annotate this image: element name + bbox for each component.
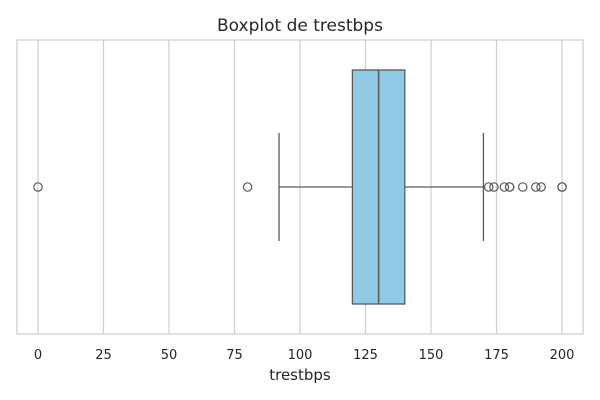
chart-title: Boxplot de trestbps — [217, 16, 383, 36]
x-axis-label: trestbps — [269, 366, 331, 384]
x-tick-label: 25 — [95, 348, 112, 363]
x-tick-label: 125 — [353, 348, 378, 363]
outlier-point — [536, 182, 546, 192]
plot-frame — [16, 39, 584, 335]
x-tick-label: 200 — [550, 348, 575, 363]
outlier-point — [489, 182, 499, 192]
outlier-point — [517, 182, 528, 192]
outlier-point — [504, 182, 515, 192]
outlier-point — [483, 182, 494, 192]
x-tick-label: 75 — [226, 348, 243, 363]
box-group — [33, 69, 567, 305]
outlier-point — [242, 182, 253, 192]
outlier-point — [33, 182, 43, 192]
outlier-point — [499, 182, 510, 192]
x-tick-label: 150 — [419, 348, 444, 363]
outlier-point — [531, 182, 541, 192]
x-tick-label: 50 — [161, 348, 178, 363]
x-tick-label: 0 — [34, 348, 42, 363]
outlier-point — [557, 182, 567, 192]
x-tick-label: 100 — [288, 348, 313, 363]
x-tick-labels: 0 25 50 75 100 125 150 175 200 — [34, 348, 575, 363]
x-tick-label: 175 — [484, 348, 509, 363]
